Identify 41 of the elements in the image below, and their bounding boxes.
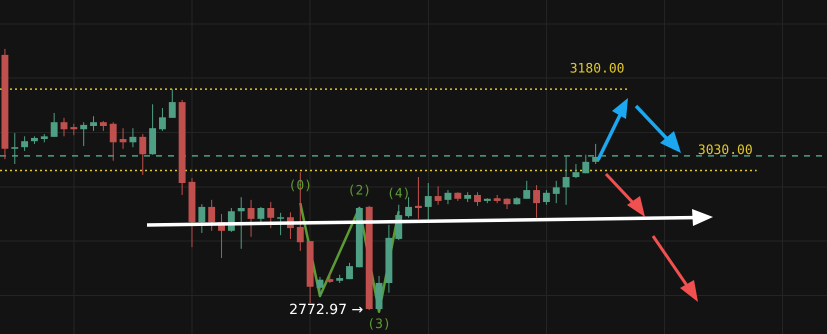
candlestick	[533, 184, 540, 218]
candlestick	[424, 182, 432, 220]
candlestick	[248, 199, 254, 238]
candlestick	[50, 112, 58, 138]
candlestick	[316, 276, 324, 298]
candlestick	[277, 212, 284, 236]
candlestick	[159, 108, 166, 132]
candlestick	[90, 116, 97, 132]
candlestick	[100, 120, 107, 132]
candlestick	[208, 199, 216, 232]
candlestick	[238, 196, 245, 250]
candlestick	[464, 192, 472, 203]
candlestick	[267, 202, 274, 229]
candlestick	[120, 128, 127, 150]
ref-line-label: 3030.00	[698, 142, 753, 158]
candlestick	[504, 198, 510, 210]
candlestick	[542, 190, 550, 206]
candlestick	[139, 134, 146, 176]
annotation: (3)	[367, 317, 391, 332]
candlestick	[346, 262, 353, 280]
candlestick	[70, 123, 78, 136]
annotation: 2772.97 →	[289, 302, 364, 318]
candlestick	[444, 190, 452, 205]
candlestick	[474, 192, 481, 206]
ref-line-label: 3180.00	[570, 61, 625, 76]
candlestick	[129, 128, 136, 148]
candlestick	[523, 180, 530, 200]
annotation: (2)	[348, 183, 372, 198]
candlestick	[414, 176, 422, 220]
candlestick	[257, 206, 264, 224]
candlestick	[434, 186, 442, 206]
candlestick	[60, 117, 68, 137]
candlestick	[326, 272, 334, 284]
candlestick	[110, 122, 117, 162]
candlestick	[572, 164, 580, 179]
candlestick	[80, 122, 88, 147]
candlestick	[198, 204, 206, 234]
candlestick	[21, 136, 28, 152]
annotation: (4)	[386, 186, 410, 202]
candlestick	[168, 88, 176, 118]
candlestick	[552, 180, 560, 204]
